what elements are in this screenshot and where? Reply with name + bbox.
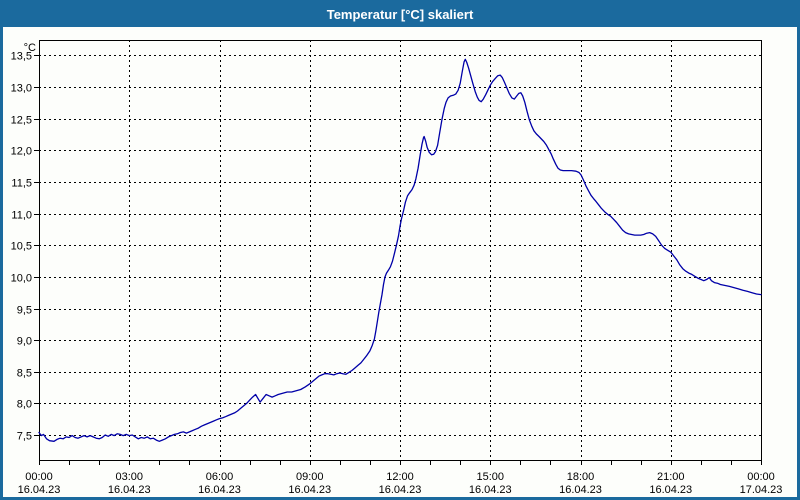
x-tick-date-label: 16.04.23 — [198, 484, 241, 496]
x-tick-date-label: 16.04.23 — [18, 484, 61, 496]
x-tick-time-label: 00:00 — [25, 471, 53, 483]
y-axis-unit-label: °C — [24, 42, 36, 54]
x-tick-time-label: 09:00 — [296, 471, 324, 483]
plot-frame — [39, 40, 762, 461]
temperature-series-line — [38, 58, 762, 442]
y-tick-label: 9,0 — [17, 336, 32, 348]
y-tick-label: 8,0 — [17, 399, 32, 411]
x-tick-time-label: 06:00 — [206, 471, 234, 483]
y-tick-label: 9,5 — [17, 305, 32, 317]
y-tick-label: 12,5 — [11, 115, 32, 127]
y-tick-label: 13,5 — [11, 51, 32, 63]
x-tick-date-label: 16.04.23 — [108, 484, 151, 496]
window-titlebar[interactable]: Temperatur [°C] skaliert — [3, 3, 797, 27]
x-tick-time-label: 12:00 — [386, 471, 414, 483]
x-tick-date-label: 16.04.23 — [469, 484, 512, 496]
y-tick-label: 11,0 — [11, 210, 32, 222]
chart-area: 13,5 13,0 12,5 12,0 11,5 11,0 10,5 10,0 9,5 9,0 8,… — [3, 27, 797, 497]
x-tick-date-label: 16.04.23 — [649, 484, 692, 496]
x-tick-time-label: 18:00 — [567, 471, 595, 483]
x-tick-date-label: 16.04.23 — [559, 484, 602, 496]
y-tick-label: 12,0 — [11, 146, 32, 158]
x-tick-date-label: 16.04.23 — [379, 484, 422, 496]
y-tick-label: 13,0 — [11, 83, 32, 95]
y-tick-label: 10,5 — [11, 241, 32, 253]
y-tick-label: 10,0 — [11, 273, 32, 285]
y-tick-label: 7,5 — [17, 431, 32, 443]
temperature-line-chart: 13,5 13,0 12,5 12,0 11,5 11,0 10,5 10,0 9,5 9,0 8,… — [11, 40, 783, 496]
window-title: Temperatur [°C] skaliert — [326, 7, 474, 22]
x-tick-time-label: 15:00 — [476, 471, 504, 483]
x-tick-time-label: 21:00 — [657, 471, 685, 483]
y-tick-label: 8,5 — [17, 368, 32, 380]
x-tick-date-label: 17.04.23 — [740, 484, 783, 496]
x-tick-time-label: 00:00 — [747, 471, 775, 483]
x-tick-date-label: 16.04.23 — [288, 484, 331, 496]
x-tick-time-label: 03:00 — [115, 471, 143, 483]
y-tick-label: 11,5 — [11, 178, 32, 190]
